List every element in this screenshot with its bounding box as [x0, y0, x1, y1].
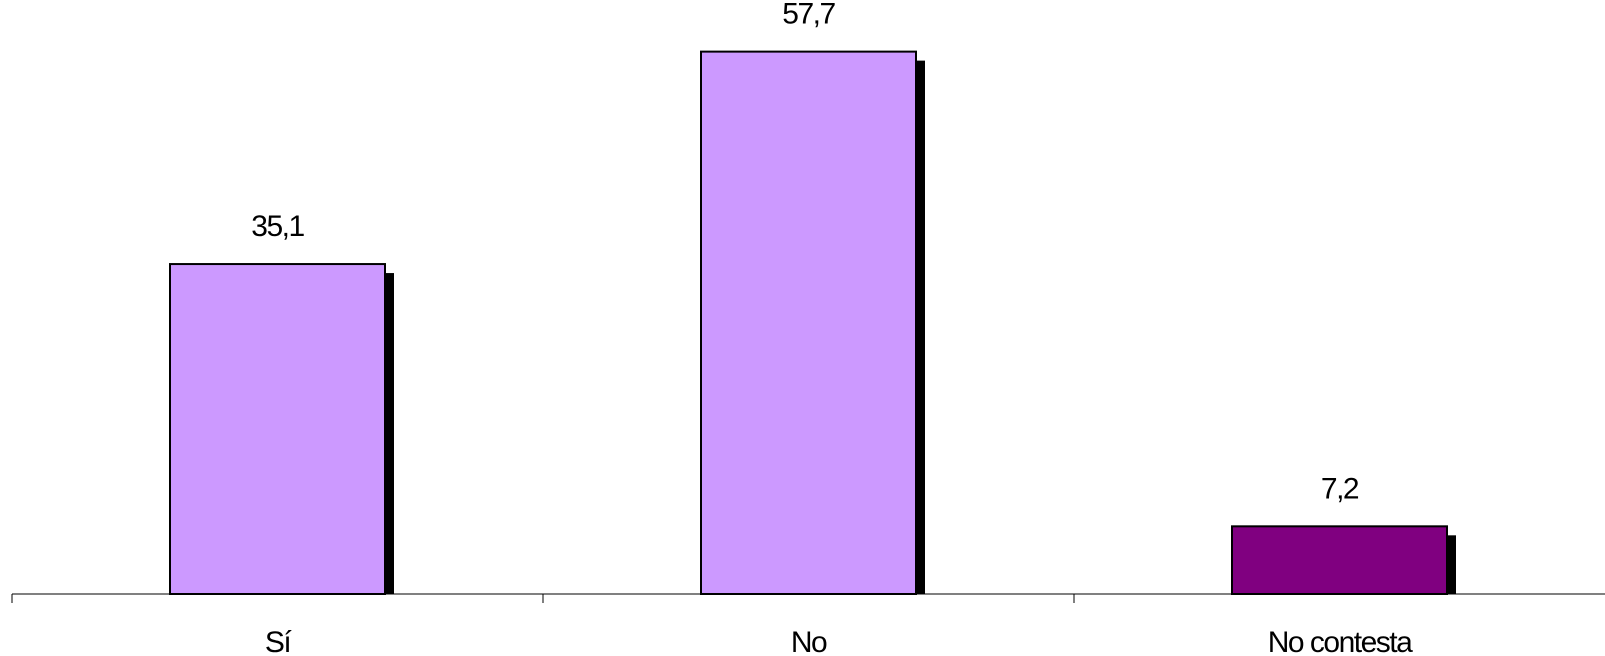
bars-group	[169, 50, 1456, 596]
bar-1	[700, 50, 917, 596]
value-label-0: 35,1	[251, 210, 304, 243]
category-label-1: No	[791, 626, 827, 656]
bar-0	[169, 263, 386, 595]
value-label-1: 57,7	[782, 0, 835, 31]
bar-2	[1231, 525, 1448, 596]
x-axis-ticks	[11, 594, 1075, 603]
labels-group: 35,1 Sí 57,7 No 7,2 No contesta	[251, 0, 1414, 656]
value-label-2: 7,2	[1321, 472, 1359, 505]
category-label-0: Sí	[265, 626, 293, 656]
category-label-2: No contesta	[1268, 626, 1413, 656]
